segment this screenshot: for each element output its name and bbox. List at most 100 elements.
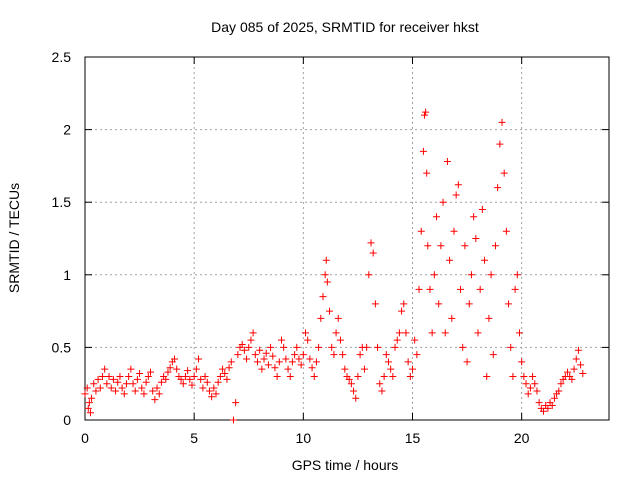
data-point (341, 365, 349, 373)
data-point (304, 336, 312, 344)
data-point (483, 372, 491, 380)
data-point (439, 198, 447, 206)
data-point (443, 158, 451, 166)
data-point (262, 349, 270, 357)
data-point (205, 387, 213, 395)
axis-ticks (84, 56, 609, 421)
data-point (291, 351, 299, 359)
data-point (238, 340, 246, 348)
data-point (264, 361, 272, 369)
data-point (258, 365, 266, 373)
data-point (347, 380, 355, 388)
data-point (107, 384, 115, 392)
data-point (463, 358, 471, 366)
data-point (387, 365, 395, 373)
y-tick-label: 0 (63, 412, 71, 428)
data-point (225, 364, 233, 372)
data-point (232, 399, 240, 407)
data-point (531, 380, 539, 388)
data-point (278, 336, 285, 344)
data-point (229, 416, 237, 424)
x-axis-label: GPS time / hours (292, 457, 399, 473)
data-point (166, 364, 174, 372)
x-tick-labels: 0 5 10 15 20 (81, 430, 530, 446)
data-point (173, 365, 181, 373)
data-point (491, 242, 499, 250)
data-point (212, 390, 220, 398)
data-point (190, 372, 198, 380)
data-point (295, 355, 303, 363)
data-point (441, 329, 449, 337)
data-point (164, 368, 172, 376)
data-point (203, 378, 211, 386)
data-point (448, 314, 456, 322)
data-point (101, 365, 109, 373)
data-point (151, 396, 159, 404)
data-point (328, 343, 336, 351)
data-point (153, 384, 161, 392)
data-point (481, 256, 489, 264)
data-point (544, 404, 552, 412)
data-point (339, 351, 347, 359)
y-tick-label: 2.5 (52, 49, 72, 65)
data-point (498, 118, 506, 126)
data-point (299, 351, 307, 359)
data-point (419, 147, 427, 155)
data-point (155, 390, 163, 398)
data-point (253, 358, 261, 366)
data-point (430, 271, 438, 279)
data-point (129, 380, 137, 388)
data-point (413, 351, 421, 359)
data-point (221, 370, 229, 378)
data-point (557, 380, 565, 388)
data-point (330, 351, 338, 359)
data-point (489, 351, 497, 359)
data-point (234, 351, 242, 359)
y-tick-label: 2 (63, 122, 71, 138)
data-point (247, 336, 255, 344)
data-point (271, 364, 279, 372)
data-point (336, 336, 344, 344)
y-tick-label: 1 (63, 267, 71, 283)
data-point (92, 387, 100, 395)
data-point (282, 355, 290, 363)
data-point (478, 205, 486, 213)
data-point (522, 380, 530, 388)
data-point (177, 375, 185, 383)
data-point (210, 384, 218, 392)
data-point (360, 365, 368, 373)
data-point (395, 329, 403, 337)
data-point (467, 271, 475, 279)
data-point (400, 300, 408, 308)
data-point (240, 346, 248, 354)
data-point (526, 384, 534, 392)
data-point (398, 307, 406, 315)
data-point (365, 271, 373, 279)
data-point (90, 380, 98, 388)
data-point (369, 249, 377, 257)
data-point (127, 365, 135, 373)
data-point (422, 108, 430, 116)
data-point (371, 300, 379, 308)
data-point (319, 293, 327, 301)
data-point (446, 256, 454, 264)
data-point (186, 375, 194, 383)
data-points (81, 108, 587, 424)
data-point (184, 367, 192, 375)
data-point (199, 384, 207, 392)
data-point (487, 271, 495, 279)
data-point (317, 314, 325, 322)
data-point (122, 380, 130, 388)
y-tick-label: 1.5 (52, 194, 72, 210)
data-point (356, 351, 364, 359)
data-point (352, 394, 360, 402)
data-point (540, 407, 547, 415)
data-point (249, 329, 257, 337)
data-point (147, 368, 154, 376)
y-tick-labels: 0 0.5 1 1.5 2 2.5 (52, 49, 72, 428)
data-point (136, 370, 144, 378)
data-point (103, 380, 111, 388)
data-point (181, 372, 189, 380)
data-point (269, 352, 277, 360)
